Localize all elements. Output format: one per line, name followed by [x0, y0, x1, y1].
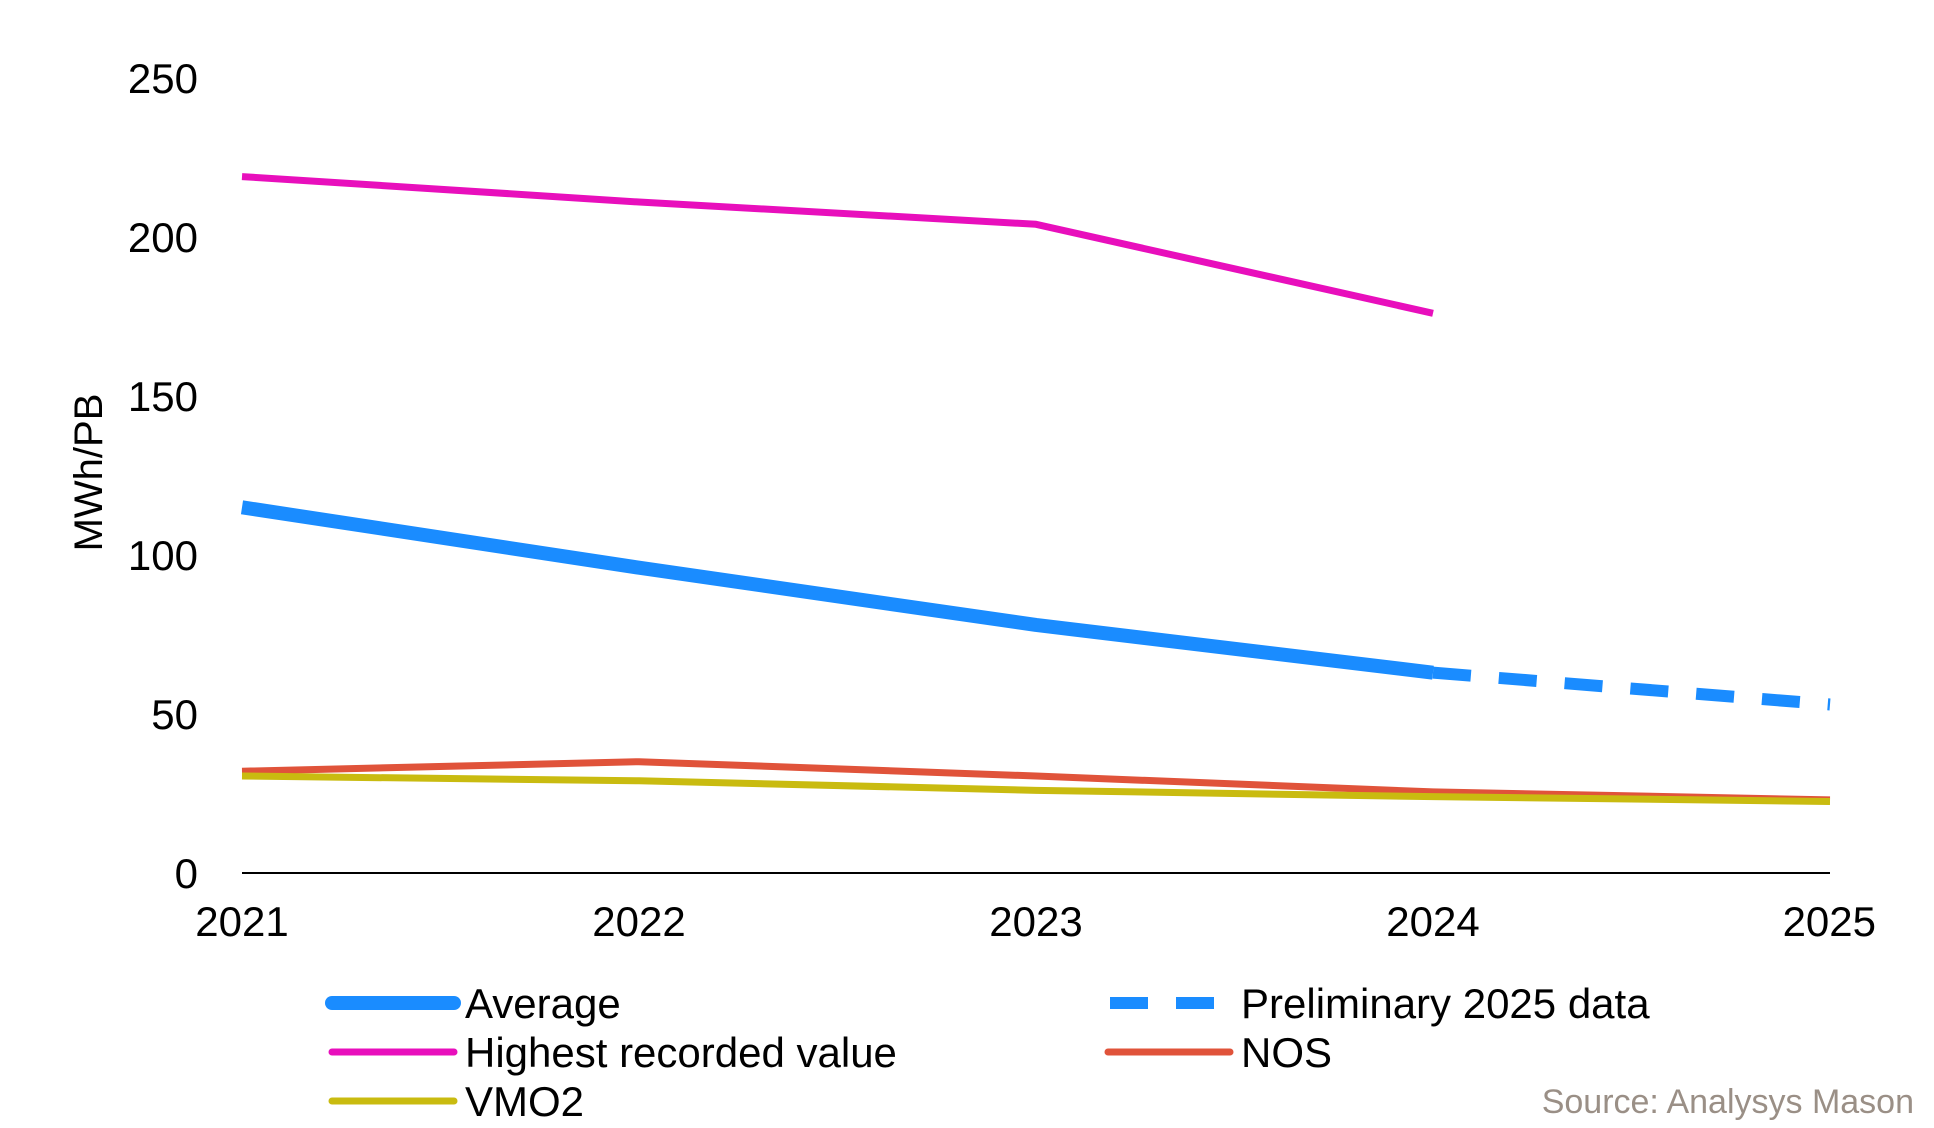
legend-item-preliminary-2025-data: Preliminary 2025 data: [1110, 980, 1650, 1027]
y-tick-label: 50: [151, 691, 198, 738]
y-axis-ticks: 0 50 100 150 200 250: [128, 55, 198, 897]
y-tick-label: 150: [128, 373, 198, 420]
legend-item-nos: NOS: [1104, 1029, 1332, 1076]
y-tick-label: 250: [128, 55, 198, 102]
y-axis-title: MWh/PB: [67, 394, 111, 552]
legend-label: VMO2: [465, 1078, 584, 1123]
series-line-average: [240, 500, 1434, 680]
y-tick-label: 100: [128, 532, 198, 579]
x-tick-label: 2022: [592, 898, 685, 945]
x-tick-label: 2021: [195, 898, 288, 945]
source-label: Source: Analysys Mason: [1542, 1083, 1914, 1121]
legend: Average Preliminary 2025 data Highest reco…: [325, 980, 1650, 1125]
legend-label: Highest recorded value: [465, 1029, 897, 1076]
y-tick-label: 200: [128, 214, 198, 261]
x-tick-label: 2025: [1783, 898, 1876, 945]
legend-item-highest-recorded-value: Highest recorded value: [328, 1029, 897, 1076]
legend-label: Preliminary 2025 data: [1241, 980, 1650, 1027]
x-tick-label: 2024: [1386, 898, 1479, 945]
x-tick-label: 2023: [989, 898, 1082, 945]
series-line-nos: [241, 758, 1831, 804]
x-axis-ticks: 2021 2022 2023 2024 2025: [195, 898, 1876, 945]
y-tick-label: 0: [175, 850, 198, 897]
series-lines: [240, 173, 1831, 805]
series-line-highest-recorded-value: [241, 173, 1434, 317]
series-line-preliminary-2025-data: [1432, 666, 1831, 711]
legend-item-average: Average: [325, 980, 621, 1027]
legend-label: NOS: [1241, 1029, 1332, 1076]
series-line-vmo2: [241, 772, 1831, 805]
legend-label: Average: [465, 980, 621, 1027]
legend-item-vmo2: VMO2: [328, 1078, 584, 1125]
